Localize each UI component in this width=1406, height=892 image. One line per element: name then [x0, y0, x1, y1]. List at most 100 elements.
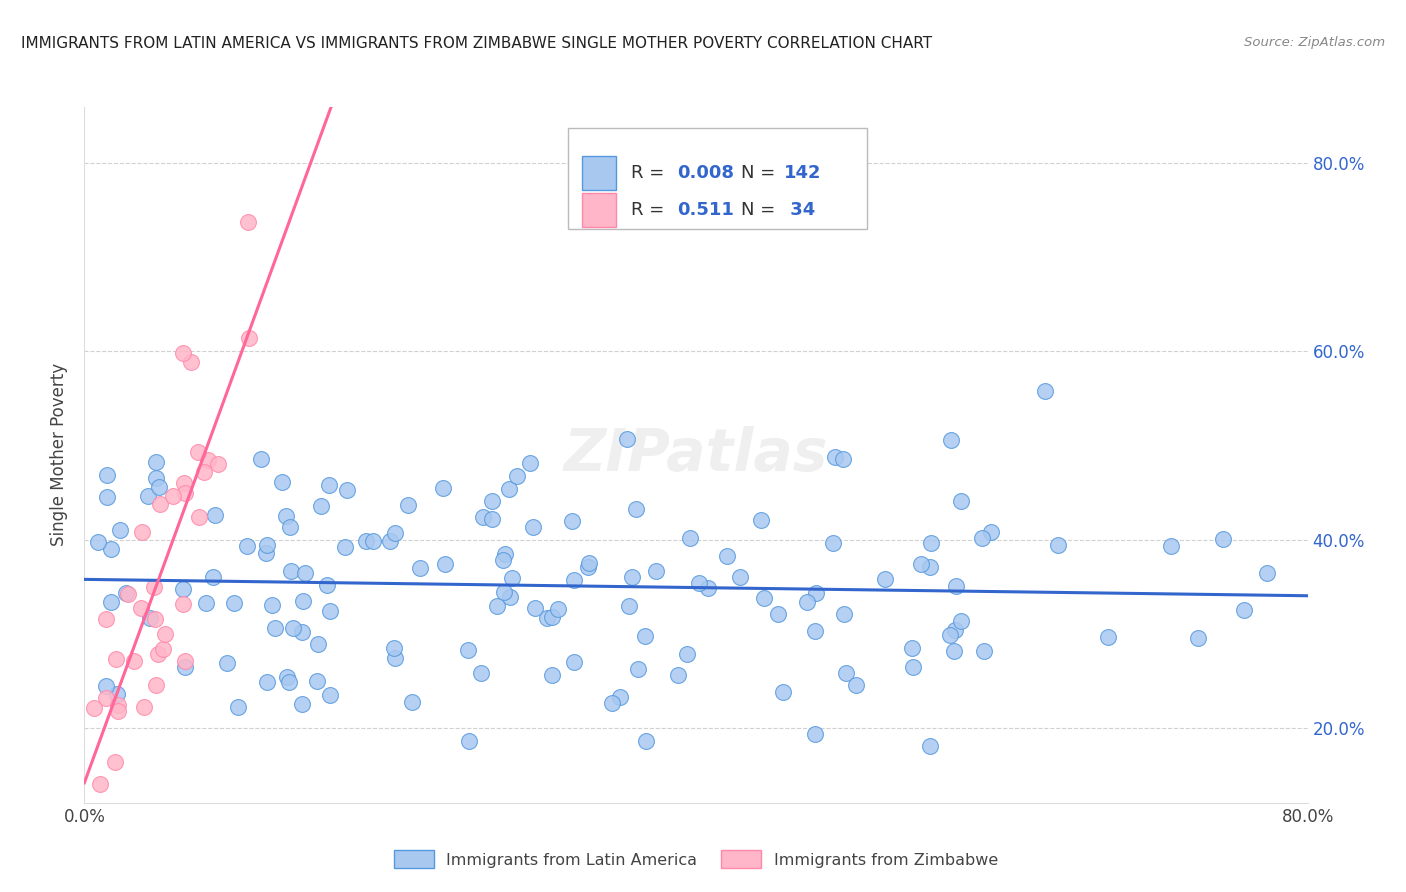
Point	[1047, 539, 1070, 553]
Point	[143, 612, 166, 626]
Point	[174, 659, 197, 673]
Point	[201, 569, 224, 583]
Point	[94, 679, 117, 693]
Point	[105, 687, 128, 701]
Point	[136, 489, 159, 503]
Point	[215, 656, 238, 670]
Point	[481, 512, 503, 526]
Point	[498, 482, 520, 496]
Point	[336, 483, 359, 498]
Point	[145, 678, 167, 692]
FancyBboxPatch shape	[582, 194, 616, 227]
Point	[316, 578, 339, 592]
Point	[197, 453, 219, 467]
Point	[519, 457, 541, 471]
Point	[1097, 630, 1119, 644]
Point	[174, 654, 197, 668]
Point	[796, 595, 818, 609]
Point	[333, 540, 356, 554]
Point	[678, 532, 700, 546]
Point	[249, 451, 271, 466]
Point	[100, 541, 122, 556]
Point	[294, 566, 316, 580]
Point	[262, 599, 284, 613]
Point	[226, 699, 249, 714]
Point	[804, 586, 827, 600]
Point	[354, 534, 377, 549]
Point	[505, 469, 527, 483]
Point	[124, 654, 146, 668]
Point	[939, 433, 962, 447]
Point	[105, 652, 128, 666]
Point	[804, 726, 827, 740]
Point	[918, 739, 941, 754]
Point	[501, 571, 523, 585]
Point	[980, 524, 1002, 539]
Point	[290, 697, 312, 711]
Text: 142: 142	[785, 164, 821, 182]
Point	[939, 627, 962, 641]
Point	[280, 564, 302, 578]
Point	[561, 514, 583, 528]
Point	[470, 666, 492, 681]
Point	[149, 497, 172, 511]
Text: 0.008: 0.008	[678, 164, 734, 182]
Point	[108, 523, 131, 537]
Point	[972, 531, 994, 545]
Point	[772, 685, 794, 699]
Point	[236, 215, 259, 229]
Legend: Immigrants from Latin America, Immigrants from Zimbabwe: Immigrants from Latin America, Immigrant…	[387, 844, 1005, 875]
Point	[471, 509, 494, 524]
Point	[716, 549, 738, 563]
Point	[180, 354, 202, 368]
Point	[186, 444, 208, 458]
Point	[485, 599, 508, 613]
Point	[173, 475, 195, 490]
Point	[491, 553, 513, 567]
Point	[1212, 532, 1234, 546]
Point	[901, 641, 924, 656]
Point	[307, 638, 329, 652]
Text: Source: ZipAtlas.com: Source: ZipAtlas.com	[1244, 36, 1385, 49]
Point	[172, 582, 194, 597]
Point	[578, 556, 600, 570]
Point	[804, 624, 827, 638]
Point	[194, 596, 217, 610]
Point	[576, 560, 599, 574]
Point	[117, 587, 139, 601]
Point	[132, 699, 155, 714]
FancyBboxPatch shape	[568, 128, 868, 229]
Point	[644, 564, 666, 578]
Point	[942, 644, 965, 658]
Point	[624, 501, 647, 516]
Point	[1160, 539, 1182, 553]
Point	[835, 666, 858, 681]
Point	[432, 481, 454, 495]
Point	[547, 602, 569, 616]
Point	[162, 489, 184, 503]
Point	[380, 533, 402, 548]
Point	[634, 629, 657, 643]
Point	[235, 539, 257, 553]
Point	[83, 700, 105, 714]
Point	[152, 642, 174, 657]
Point	[148, 480, 170, 494]
Point	[562, 573, 585, 587]
Point	[620, 570, 643, 584]
Point	[458, 733, 481, 747]
Point	[86, 535, 108, 549]
Point	[281, 622, 304, 636]
Point	[254, 546, 277, 560]
Point	[96, 691, 118, 706]
Point	[174, 485, 197, 500]
Point	[949, 494, 972, 508]
Point	[384, 526, 406, 541]
Point	[627, 662, 650, 676]
Point	[536, 611, 558, 625]
Point	[945, 579, 967, 593]
Point	[361, 534, 384, 549]
Point	[318, 478, 340, 492]
Point	[619, 599, 641, 613]
Point	[873, 572, 896, 586]
Point	[277, 675, 299, 690]
